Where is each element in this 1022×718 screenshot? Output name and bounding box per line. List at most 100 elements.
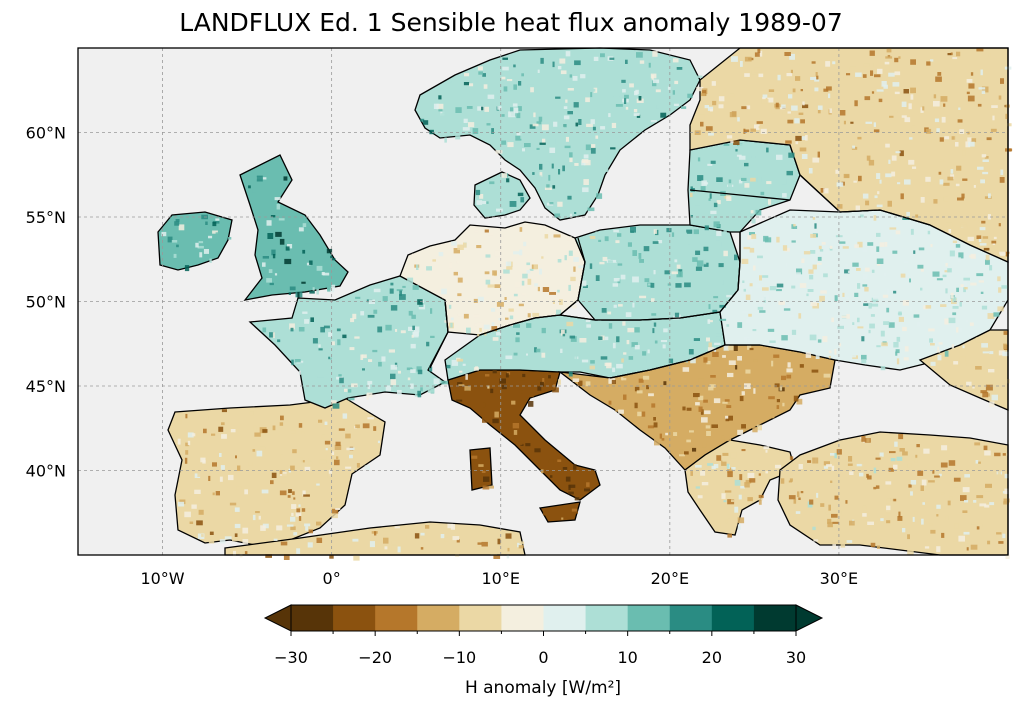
texture-cell <box>412 293 418 299</box>
texture-cell <box>655 270 658 275</box>
texture-cell <box>684 451 689 455</box>
lon-tick-label: 20°E <box>651 569 689 588</box>
texture-cell <box>841 510 845 516</box>
texture-cell <box>734 506 739 513</box>
texture-cell <box>745 319 751 324</box>
texture-cell <box>430 335 435 338</box>
texture-cell <box>789 456 794 460</box>
texture-cell <box>849 520 855 526</box>
texture-cell <box>383 537 389 544</box>
texture-cell <box>302 223 307 227</box>
texture-cell <box>522 148 525 152</box>
texture-cell <box>698 406 703 412</box>
texture-cell <box>287 244 293 249</box>
texture-cell <box>346 447 353 451</box>
texture-cell <box>534 448 541 453</box>
texture-cell <box>497 106 502 110</box>
texture-cell <box>506 265 513 270</box>
texture-cell <box>900 156 905 162</box>
texture-cell <box>708 342 712 348</box>
texture-cell <box>430 308 433 314</box>
texture-cell <box>242 527 249 534</box>
texture-cell <box>262 262 266 267</box>
texture-cell <box>741 310 748 314</box>
texture-cell <box>819 249 824 252</box>
texture-cell <box>945 263 948 267</box>
texture-cell <box>843 72 846 78</box>
texture-cell <box>831 513 838 518</box>
texture-cell <box>486 123 491 126</box>
texture-cell <box>228 237 232 240</box>
texture-cell <box>676 271 683 278</box>
texture-cell <box>861 336 865 342</box>
texture-cell <box>423 293 427 299</box>
texture-cell <box>726 463 730 469</box>
texture-cell <box>730 140 734 144</box>
texture-cell <box>807 289 814 292</box>
texture-cell <box>463 82 470 86</box>
texture-cell <box>651 313 657 316</box>
texture-cell <box>695 486 700 489</box>
texture-cell <box>745 294 751 300</box>
texture-cell <box>907 549 914 556</box>
texture-cell <box>552 387 559 393</box>
texture-cell <box>846 296 850 300</box>
texture-cell <box>889 227 897 230</box>
texture-cell <box>355 296 361 299</box>
texture-cell <box>569 74 573 78</box>
texture-cell <box>779 386 783 391</box>
texture-cell <box>751 136 755 141</box>
texture-cell <box>846 540 853 543</box>
texture-cell <box>564 255 567 261</box>
colorbar-tick-label: −30 <box>274 648 308 667</box>
texture-cell <box>641 411 646 417</box>
texture-cell <box>628 356 634 360</box>
texture-cell <box>546 340 552 343</box>
texture-cell <box>515 228 518 231</box>
texture-cell <box>737 322 743 328</box>
texture-cell <box>876 204 883 208</box>
texture-cell <box>882 294 889 298</box>
texture-cell <box>674 312 680 318</box>
lon-tick-label: 0° <box>323 569 341 588</box>
texture-cell <box>663 328 670 333</box>
texture-cell <box>463 313 469 319</box>
lat-tick-label: 45°N <box>26 377 66 396</box>
texture-cell <box>344 388 348 392</box>
texture-cell <box>743 288 746 292</box>
texture-cell <box>830 453 836 456</box>
texture-cell <box>962 487 970 493</box>
texture-cell <box>583 285 588 288</box>
texture-cell <box>707 163 713 166</box>
texture-cell <box>757 306 764 310</box>
texture-cell <box>499 234 504 239</box>
lat-tick-label: 55°N <box>26 208 66 227</box>
texture-cell <box>698 395 704 401</box>
texture-cell <box>947 268 952 273</box>
texture-cell <box>369 541 375 548</box>
texture-cell <box>988 193 991 199</box>
texture-cell <box>940 159 944 162</box>
texture-cell <box>618 304 623 307</box>
texture-cell <box>690 186 693 191</box>
texture-cell <box>898 511 901 518</box>
texture-cell <box>560 70 567 75</box>
texture-cell <box>956 165 962 171</box>
texture-cell <box>528 401 534 407</box>
texture-cell <box>829 108 832 114</box>
texture-cell <box>842 246 849 249</box>
texture-cell <box>290 465 295 471</box>
texture-cell <box>303 494 310 497</box>
texture-cell <box>372 349 378 353</box>
texture-cell <box>886 289 890 295</box>
texture-cell <box>457 313 463 317</box>
texture-cell <box>487 94 495 99</box>
texture-cell <box>298 504 301 507</box>
texture-cell <box>970 72 974 76</box>
texture-cell <box>610 51 614 57</box>
texture-cell <box>291 504 297 509</box>
texture-cell <box>873 467 877 474</box>
texture-cell <box>885 143 890 148</box>
texture-cell <box>999 251 1006 255</box>
texture-cell <box>522 373 526 378</box>
